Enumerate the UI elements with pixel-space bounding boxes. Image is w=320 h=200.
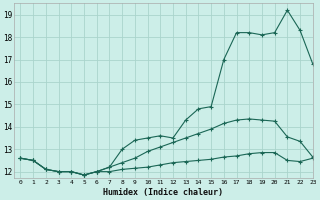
X-axis label: Humidex (Indice chaleur): Humidex (Indice chaleur) [103,188,223,197]
